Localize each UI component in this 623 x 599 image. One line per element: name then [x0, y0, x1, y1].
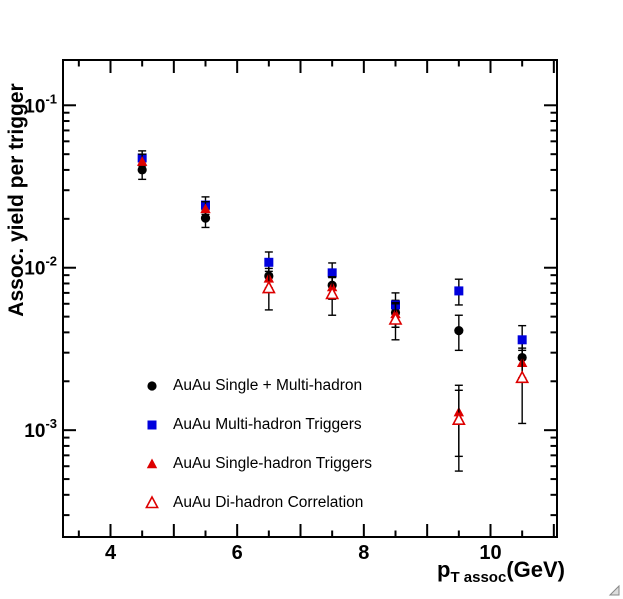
legend-marker-circle-icon [147, 380, 157, 391]
x-tick-label: 10 [479, 542, 501, 564]
x-tick-label: 8 [358, 542, 369, 564]
data-point [515, 370, 530, 384]
legend-label: AuAu Multi-hadron Triggers [173, 415, 362, 433]
data-point [325, 286, 340, 300]
legend-label: AuAu Single + Multi-hadron [173, 376, 363, 394]
legend-item: AuAu Single-hadron Triggers [140, 444, 372, 483]
series-1 [137, 150, 527, 359]
resize-grip-icon[interactable] [607, 584, 621, 597]
x-tick-label: 4 [105, 542, 117, 564]
legend: AuAu Single + Multi-hadron AuAu Multi-ha… [140, 366, 372, 522]
data-point [451, 412, 466, 426]
x-axis-title: pT assoc(GeV) [437, 559, 565, 589]
y-tick-label: 10-2 [24, 254, 57, 280]
data-point [261, 280, 276, 294]
data-point [454, 286, 464, 296]
series-3 [261, 270, 530, 472]
x-tick-label: 6 [232, 542, 243, 564]
data-point [517, 335, 527, 345]
legend-item: AuAu Di-hadron Correlation [140, 483, 372, 522]
data-point [388, 311, 403, 325]
legend-marker-triangle-icon [146, 458, 158, 468]
legend-label: AuAu Di-hadron Correlation [173, 493, 364, 511]
data-point [454, 326, 464, 336]
legend-item: AuAu Single + Multi-hadron [140, 366, 372, 405]
plot-frame [62, 59, 558, 538]
data-point [136, 156, 148, 166]
data-point [200, 213, 211, 223]
x-axis-title-main: p [436, 557, 451, 582]
x-axis-title-unit: (GeV) [506, 557, 565, 582]
data-point [264, 257, 274, 267]
legend-label: AuAu Single-hadron Triggers [173, 454, 373, 472]
legend-marker-open-triangle-icon [145, 494, 159, 508]
axis-ticks [63, 60, 557, 537]
x-axis-title-sub: T assoc [450, 569, 507, 586]
data-point [200, 203, 211, 214]
y-axis-title: Assoc. yield per trigger [5, 83, 28, 317]
y-tick-label: 10-1 [24, 91, 57, 117]
legend-marker-square-icon [147, 420, 157, 429]
y-tick-label: 10-3 [24, 416, 57, 442]
data-point [327, 268, 337, 278]
legend-item: AuAu Multi-hadron Triggers [140, 405, 372, 444]
